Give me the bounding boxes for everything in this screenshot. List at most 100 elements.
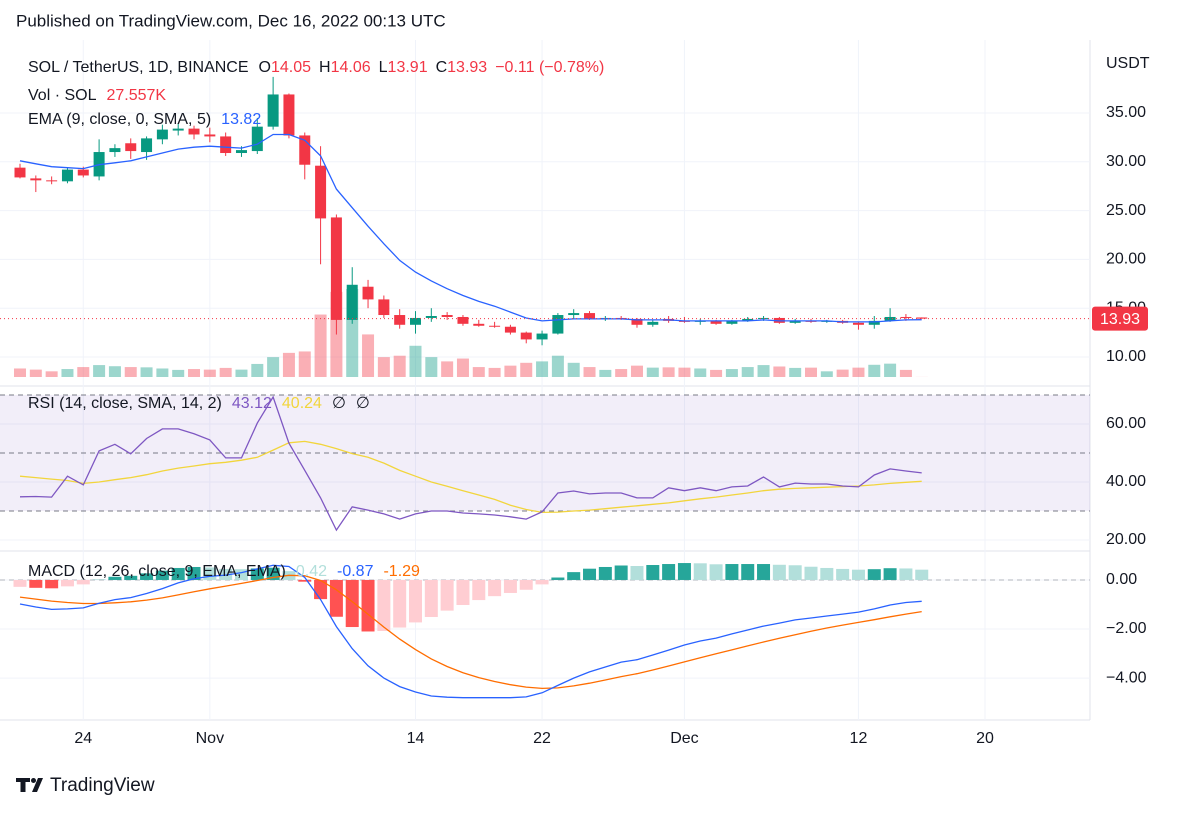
- y-tick-label: 20.00: [1106, 251, 1146, 268]
- macd-hist-bar: [693, 563, 707, 580]
- macd-hist-bar: [709, 564, 723, 580]
- volume-bar: [551, 355, 564, 377]
- macd-hist-bar: [76, 579, 90, 585]
- macd-hist-bar: [377, 579, 391, 631]
- footer-brand: TradingView: [50, 775, 155, 796]
- ohlc-key: L: [379, 59, 388, 76]
- volume-bar: [868, 364, 881, 377]
- y-tick-label: 60.00: [1106, 415, 1146, 432]
- volume-bar: [282, 352, 295, 377]
- macd-hist-bar: [171, 567, 185, 580]
- volume-bar: [899, 369, 912, 377]
- ema-value: 13.82: [221, 111, 261, 128]
- volume-bar: [108, 366, 121, 377]
- macd-hist-bar: [440, 579, 454, 611]
- candle-body: [394, 315, 406, 325]
- macd-signal-line: [19, 574, 922, 690]
- macd-hist-bar: [788, 565, 802, 580]
- rsi-legend: RSI (14, close, SMA, 14, 2) 43.12 40.24 ∅ ∅: [28, 395, 370, 412]
- macd-hist-bar: [361, 579, 375, 632]
- volume-bar: [710, 369, 723, 377]
- volume-bar: [14, 368, 26, 377]
- volume-bar: [678, 367, 691, 377]
- volume-bar: [615, 369, 628, 377]
- candle-body: [315, 165, 327, 219]
- y-tick-label: −4.00: [1106, 669, 1147, 686]
- volume-bar: [773, 366, 786, 377]
- macd-hist-bar: [851, 569, 865, 580]
- x-tick-label: 22: [533, 730, 551, 747]
- candle-body: [631, 318, 643, 325]
- candle-body: [251, 126, 263, 152]
- ohlc-value: 13.93: [447, 59, 487, 76]
- macd-hist-bar: [124, 575, 138, 580]
- candle-body: [425, 316, 437, 318]
- volume-bar: [172, 369, 185, 377]
- candle-body: [852, 322, 864, 325]
- macd-hist-bar: [662, 564, 676, 580]
- volume-bar: [93, 365, 106, 377]
- ohlc-key: O: [259, 59, 271, 76]
- volume-bar: [219, 367, 232, 377]
- rsi-sma-value: 40.24: [282, 395, 322, 412]
- volume-bar: [694, 368, 707, 377]
- macd-hist-bar: [393, 579, 407, 628]
- candle-body: [204, 134, 216, 137]
- volume-bar: [156, 368, 169, 377]
- candle-body: [473, 323, 485, 326]
- macd-hist-bar: [583, 568, 597, 580]
- macd-hist-bar: [598, 566, 612, 580]
- volume-bar: [124, 367, 137, 377]
- volume-bar: [836, 369, 849, 377]
- candle-body: [141, 138, 153, 153]
- macd-hist-bar: [614, 565, 628, 580]
- rsi-name: RSI (14, close, SMA, 14, 2): [28, 395, 222, 412]
- candle-body: [520, 332, 532, 340]
- candle-body: [536, 333, 548, 340]
- macd-hist-bar: [915, 569, 929, 580]
- macd-hist-bar: [630, 565, 644, 580]
- macd-hist-bar: [725, 564, 739, 580]
- candle-body: [457, 316, 469, 324]
- volume-bar: [884, 363, 897, 377]
- volume-bar: [235, 369, 248, 377]
- rsi-sma-line: [19, 440, 922, 514]
- candle-body: [30, 178, 42, 181]
- volume-bar: [456, 358, 469, 377]
- volume-bar: [188, 369, 201, 377]
- logo: [16, 778, 43, 792]
- candle-body: [61, 169, 73, 182]
- candle-body: [77, 169, 89, 176]
- rsi-line: [19, 395, 922, 532]
- macd-hist-bar: [772, 564, 786, 580]
- volume-bar: [298, 351, 311, 377]
- last-price-tag: [1092, 306, 1148, 331]
- macd-hist-bar: [345, 579, 359, 628]
- candle-body: [758, 317, 770, 319]
- volume-bar: [789, 367, 802, 377]
- candle-body: [789, 320, 801, 323]
- volume-bar: [45, 371, 58, 377]
- volume-bar: [630, 365, 643, 377]
- candle-body: [346, 284, 358, 320]
- volume-bar: [504, 365, 517, 377]
- volume-bar: [425, 357, 438, 377]
- macd-hist-bar: [867, 569, 881, 580]
- volume-bar: [536, 361, 549, 377]
- candle-body: [916, 317, 928, 319]
- volume-bar: [646, 367, 659, 377]
- macd-hist-bar: [234, 569, 248, 580]
- candle-body: [46, 180, 58, 182]
- x-tick-label: Dec: [670, 730, 698, 747]
- y-tick-label: 0.00: [1106, 571, 1137, 588]
- candle-body: [330, 217, 342, 320]
- candle-body: [362, 286, 374, 300]
- candle-body: [14, 167, 26, 178]
- candle-body: [489, 325, 501, 327]
- candle-body: [647, 321, 659, 325]
- ohlc-value: 14.06: [331, 59, 371, 76]
- volume-bar: [820, 371, 833, 377]
- macd-value: -0.87: [337, 563, 374, 580]
- macd-hist-bar: [13, 579, 27, 587]
